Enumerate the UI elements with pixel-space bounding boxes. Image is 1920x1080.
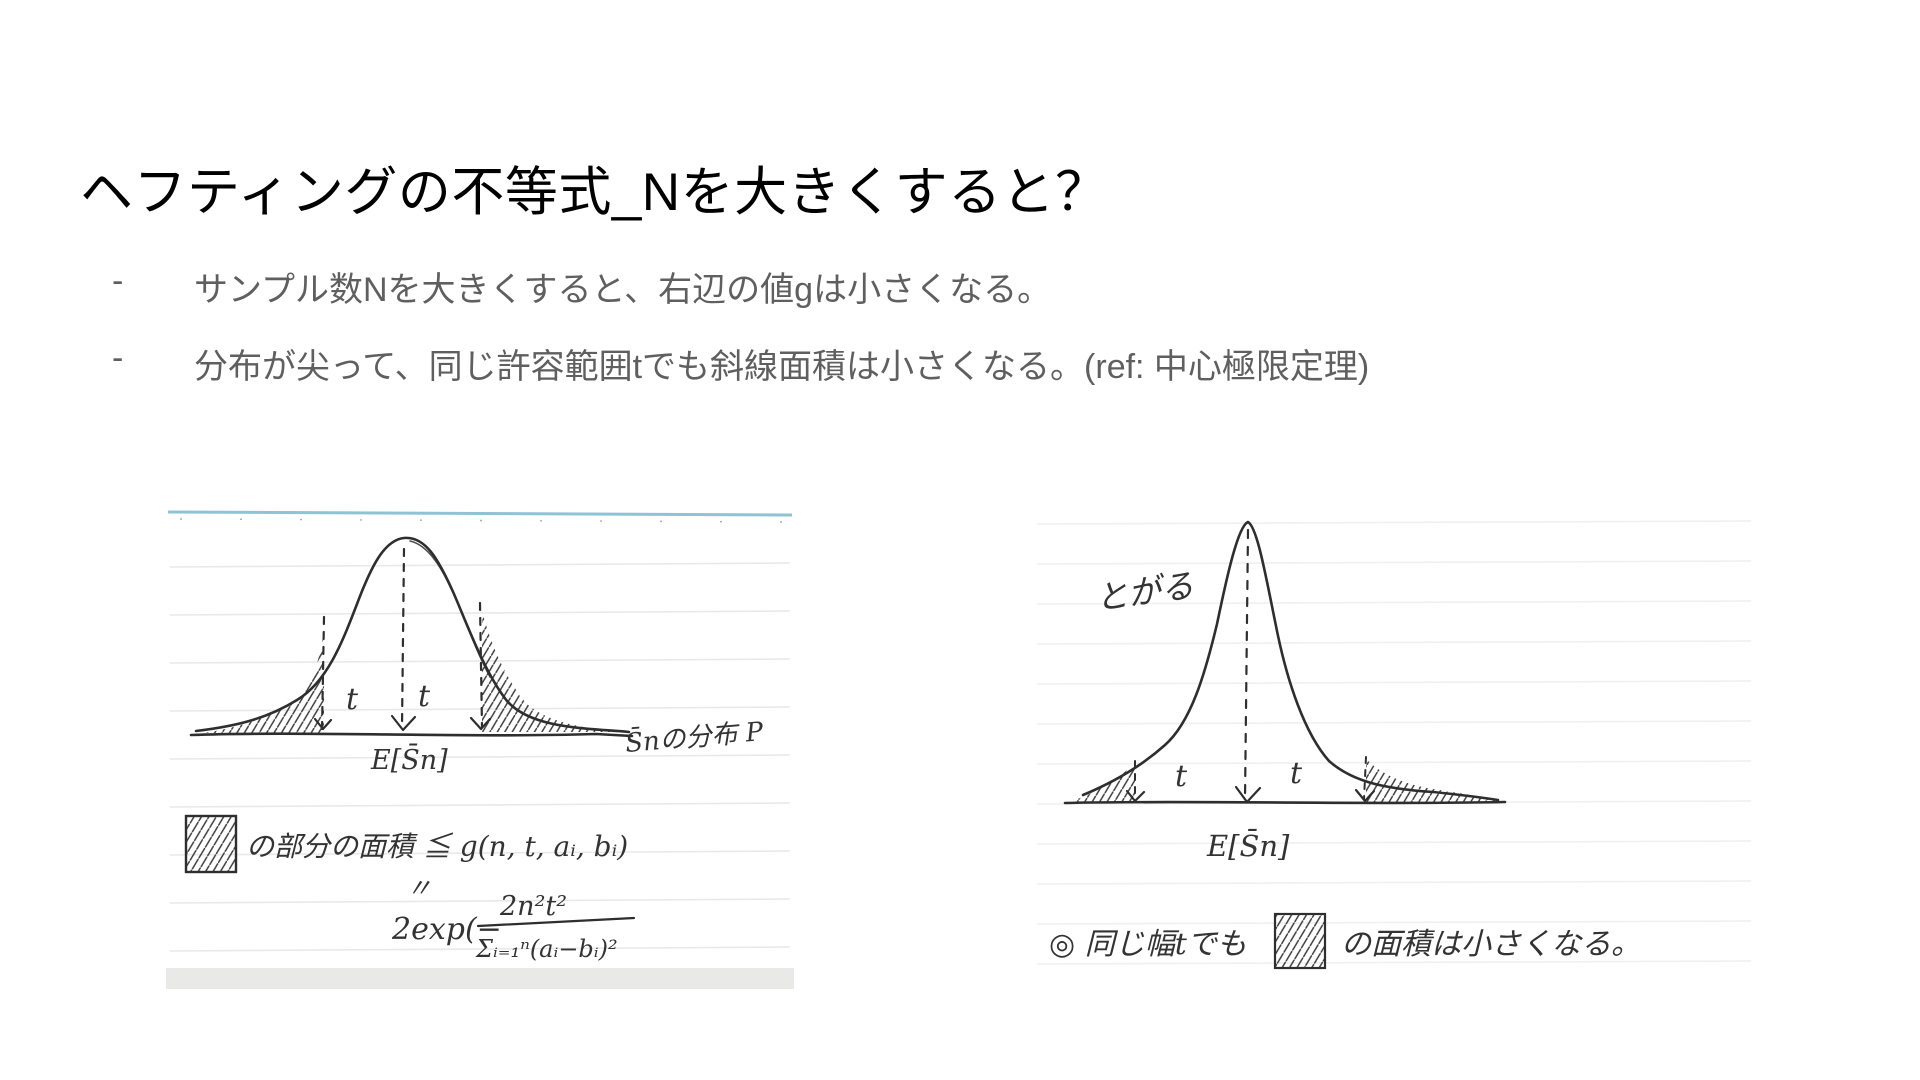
arrowhead-center	[390, 714, 417, 732]
bell-curve-double-stroke	[409, 540, 491, 678]
mean-label: E[S̄n]	[1206, 828, 1290, 863]
bullet-marker: -	[112, 262, 124, 300]
mean-label: E[S̄n]	[370, 742, 448, 776]
fraction-numerator: 2n²t²	[499, 891, 567, 922]
hatched-legend-box	[184, 814, 238, 874]
dashed-line-center	[1243, 528, 1250, 802]
fraction-bar	[476, 916, 636, 928]
left-tail-hatched-area	[1075, 763, 1135, 802]
baseline	[1063, 800, 1507, 805]
note-prefix: ◎ 同じ幅tでも	[1049, 927, 1247, 962]
fraction-denominator: Σᵢ₌₁ⁿ(aᵢ−bᵢ)²	[475, 935, 618, 963]
notebook-top-ticks	[179, 518, 785, 523]
t-label-left: t	[346, 682, 359, 717]
bullet-list: - サンプル数Nを大きくすると、右辺の値gは小さくなる。 - 分布が尖って、同じ…	[112, 262, 1369, 416]
baseline	[189, 732, 634, 738]
arrowhead-left	[313, 717, 333, 731]
ruled-lines	[169, 562, 791, 952]
dashed-line-minus-t	[320, 615, 326, 732]
arrowhead-right	[469, 716, 492, 731]
arrowhead-left	[1125, 789, 1146, 803]
note-suffix: の面積は小さくなる。	[1341, 927, 1641, 962]
bell-curve	[1081, 520, 1500, 802]
ruled-lines	[1036, 520, 1752, 965]
exp-prefix: 2exp(−	[391, 912, 502, 947]
hatched-note-box	[1273, 912, 1327, 970]
slide-title: ヘフティングの不等式_Nを大きくすると？	[80, 162, 1109, 222]
left-distribution-sketch: t t E[S̄n] S̄nの分布 P の部分の面積 ≦ g(n, t, aᵢ,…	[166, 510, 794, 989]
distribution-label: S̄nの分布 P	[624, 715, 765, 759]
bell-curve	[194, 536, 631, 734]
right-tail-hatched-area	[482, 611, 624, 732]
arrowhead-right	[1354, 788, 1376, 803]
bullet-item: - 分布が尖って、同じ許容範囲tでも斜線面積は小さくなる。(ref: 中心極限定…	[112, 339, 1369, 388]
dashed-line-center	[400, 547, 406, 729]
right-distribution-sketch: とがる t t E[S̄n] ◎ 同じ幅tでも の面積は小さくなる。	[1036, 520, 1752, 970]
legend-formula-text: の部分の面積 ≦ g(n, t, aᵢ, bᵢ)	[246, 830, 628, 863]
photo-bottom-strip	[166, 968, 794, 989]
bullet-item: - サンプル数Nを大きくすると、右辺の値gは小さくなる。	[112, 262, 1369, 311]
sharpen-annotation: とがる	[1093, 566, 1196, 618]
arrowhead-center	[1234, 785, 1262, 804]
bullet-text: 分布が尖って、同じ許容範囲tでも斜線面積は小さくなる。(ref: 中心極限定理)	[194, 348, 1370, 386]
right-tail-hatched-area	[1366, 759, 1495, 803]
bullet-marker: -	[112, 339, 124, 377]
notebook-top-edge	[167, 510, 793, 517]
t-label-right: t	[1290, 756, 1303, 791]
ditto-mark: 〃	[406, 874, 432, 904]
t-label-right: t	[418, 679, 431, 714]
t-label-left: t	[1175, 759, 1188, 794]
left-tail-hatched-area	[204, 631, 324, 733]
bullet-text: サンプル数Nを大きくすると、右辺の値gは小さくなる。	[194, 271, 1052, 309]
dashed-line-plus-t	[478, 601, 484, 729]
